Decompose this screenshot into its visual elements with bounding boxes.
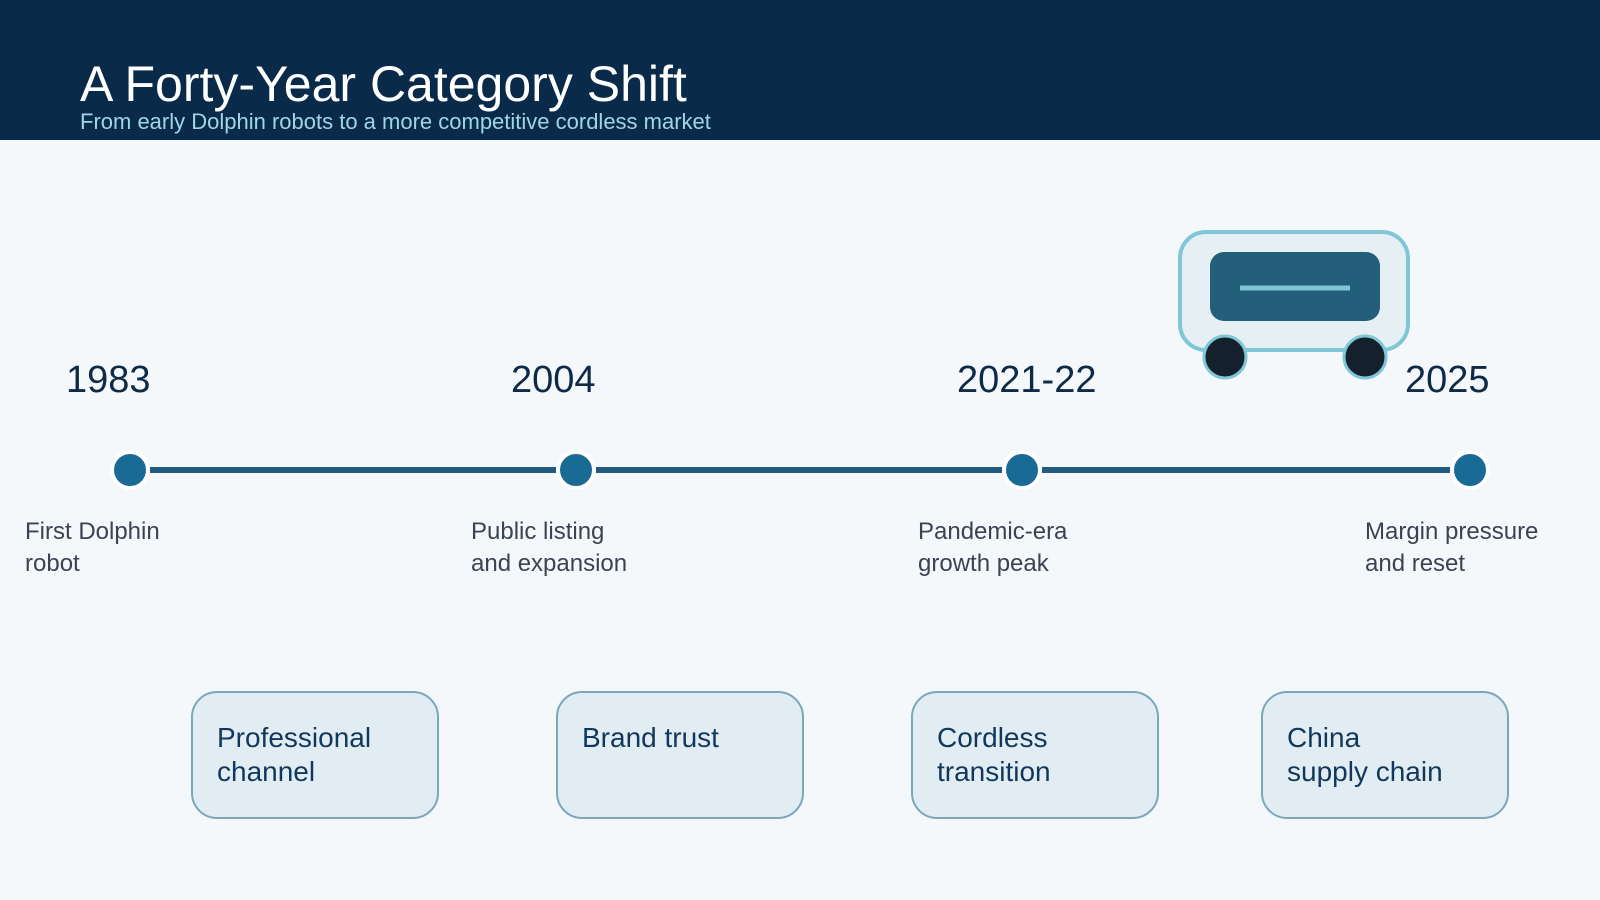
theme-card-brand-trust: Brand trust [556, 691, 804, 819]
timeline-node-2025 [1450, 450, 1490, 490]
timeline-node-2021-22 [1002, 450, 1042, 490]
timeline-node-1983 [110, 450, 150, 490]
robot-wheel-left [1202, 334, 1248, 380]
milestone-description-2021-22: Pandemic-era growth peak [918, 518, 1068, 577]
milestone-year-2004: 2004 [511, 359, 596, 401]
header-banner: A Forty-Year Category Shift From early D… [0, 0, 1600, 140]
milestone-year-2025: 2025 [1405, 359, 1490, 401]
timeline-nodes [110, 450, 1490, 490]
robot-wheel-right [1342, 334, 1388, 380]
theme-card-professional-channel: Professional channel [191, 691, 439, 819]
page-title: A Forty-Year Category Shift [80, 56, 687, 112]
pool-robot-icon [1178, 230, 1410, 380]
milestone-description-2004: Public listing and expansion [471, 518, 628, 577]
milestone-description-1983: First Dolphin robot [25, 518, 160, 577]
page-subtitle: From early Dolphin robots to a more comp… [80, 109, 711, 134]
theme-card-china-supply-chain: China supply chain [1261, 691, 1509, 819]
milestone-year-1983: 1983 [66, 359, 151, 401]
milestone-year-2021-22: 2021-22 [957, 359, 1097, 401]
timeline-node-2004 [556, 450, 596, 490]
theme-card-cordless-transition: Cordless transition [911, 691, 1159, 819]
milestone-description-2025: Margin pressure and reset [1365, 518, 1539, 577]
